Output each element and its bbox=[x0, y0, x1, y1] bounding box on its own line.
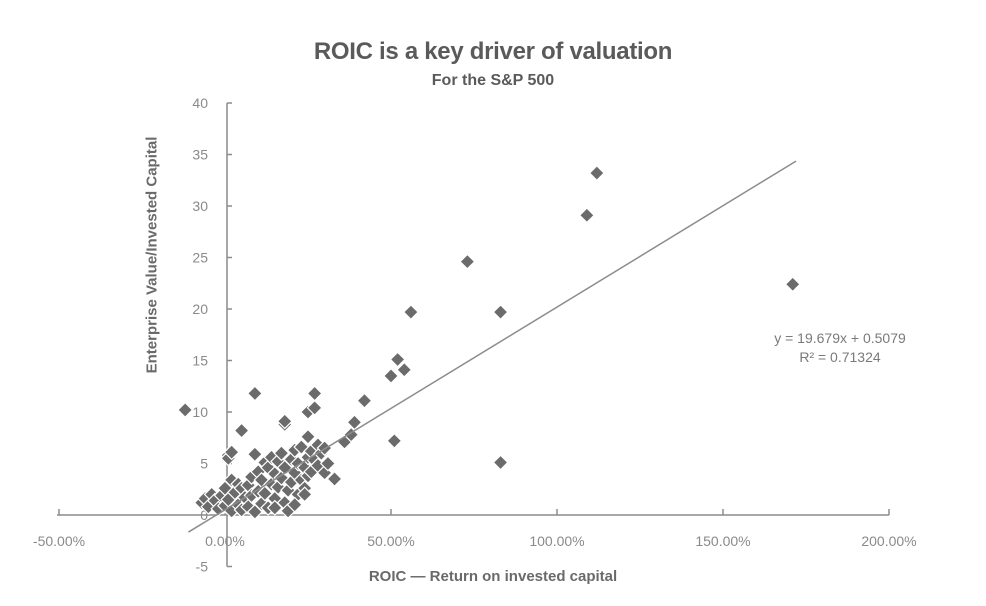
y-tick-label: 30 bbox=[192, 198, 208, 214]
data-point bbox=[383, 368, 399, 384]
y-tick-label: 15 bbox=[192, 353, 208, 369]
data-point bbox=[492, 304, 509, 320]
x-tick-label: 150.00% bbox=[695, 533, 750, 549]
y-tick-label: 25 bbox=[192, 250, 208, 266]
y-tick-label: 35 bbox=[192, 147, 208, 163]
trendline-formula: y = 19.679x + 0.5079 bbox=[774, 330, 906, 346]
data-point bbox=[177, 402, 193, 418]
data-point bbox=[306, 385, 323, 402]
trendline-r-squared: R² = 0.71324 bbox=[799, 349, 881, 365]
data-point bbox=[356, 392, 373, 409]
x-axis-label: ROIC — Return on invested capital bbox=[368, 568, 618, 585]
trendline bbox=[188, 160, 797, 533]
data-point bbox=[247, 385, 263, 402]
y-tick-label: 5 bbox=[200, 456, 208, 472]
x-tick-label: 200.00% bbox=[861, 533, 916, 549]
data-point bbox=[233, 422, 250, 439]
y-axis-label: Enterprise Value/Invested Capital bbox=[143, 136, 161, 374]
x-tick-label: 50.00% bbox=[367, 533, 414, 549]
data-point bbox=[403, 304, 419, 320]
data-point bbox=[386, 433, 403, 449]
data-point bbox=[579, 207, 595, 224]
y-tick-label: -5 bbox=[196, 559, 209, 575]
data-point bbox=[459, 253, 476, 270]
x-tick-label: -50.00% bbox=[33, 533, 85, 549]
data-point bbox=[784, 276, 801, 293]
y-axis-tick-labels: -5 0 5 10 15 20 25 30 35 40 bbox=[192, 95, 208, 575]
trendline-equation: y = 19.679x + 0.5079 R² = 0.71324 bbox=[740, 329, 940, 367]
y-tick-label: 10 bbox=[192, 404, 208, 420]
data-point bbox=[247, 446, 263, 463]
chart-subtitle: For the S&P 500 bbox=[431, 72, 555, 89]
y-tick-label: 0 bbox=[200, 507, 208, 523]
y-tick-label: 20 bbox=[192, 301, 208, 317]
data-point bbox=[492, 454, 509, 471]
data-points bbox=[177, 165, 801, 520]
x-tick-label: 0.00% bbox=[205, 533, 245, 549]
chart-title: ROIC is a key driver of valuation bbox=[313, 38, 673, 65]
data-point bbox=[589, 165, 605, 181]
y-tick-label: 40 bbox=[192, 95, 208, 111]
x-tick-label: 100.00% bbox=[529, 533, 584, 549]
x-axis-tick-labels: -50.00% 0.00% 50.00% 100.00% 150.00% 200.00% bbox=[33, 533, 917, 549]
